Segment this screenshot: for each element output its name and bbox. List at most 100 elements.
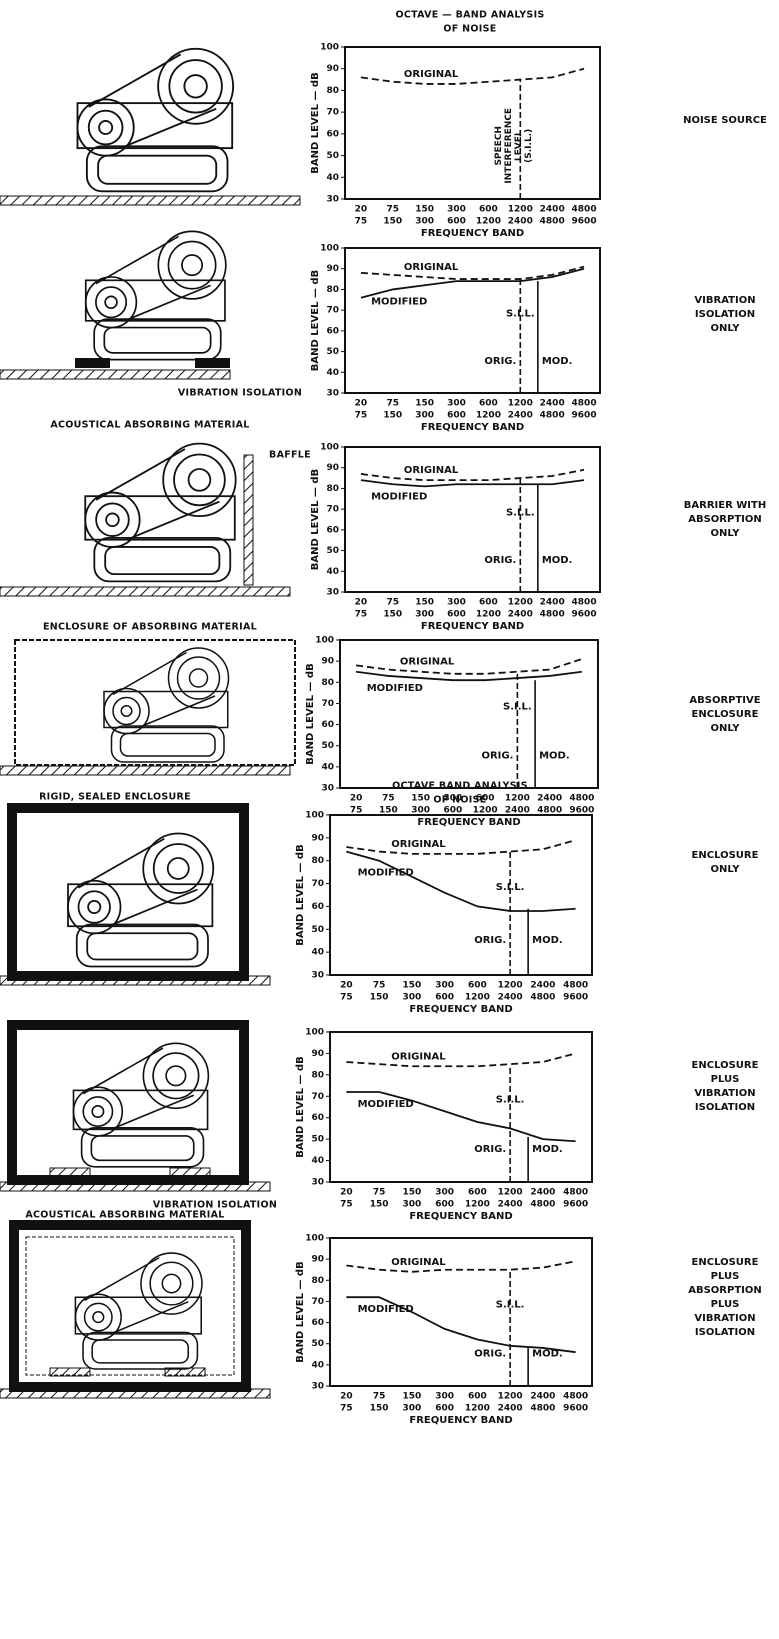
x-tick-label: 2400 xyxy=(498,993,523,1003)
x-tick-label: 150 xyxy=(415,598,434,608)
side-label: ENCLOSURE xyxy=(692,709,759,720)
series-label: MODIFIED xyxy=(358,1304,414,1315)
x-tick-label: 150 xyxy=(383,610,402,620)
series-label: ORIGINAL xyxy=(404,465,459,476)
y-tick-label: 80 xyxy=(311,1070,324,1080)
chart-title: OCTAVE — BAND ANALYSIS xyxy=(395,10,544,21)
plot-frame xyxy=(330,815,592,975)
y-axis-label: BAND LEVEL — dB xyxy=(310,270,321,371)
series-line xyxy=(346,1261,575,1272)
x-tick-label: 1200 xyxy=(476,217,501,227)
y-tick-label: 80 xyxy=(311,1276,324,1286)
y-tick-label: 80 xyxy=(326,285,339,295)
y-tick-label: 30 xyxy=(311,971,324,981)
sil-label: S.I.L. xyxy=(496,1095,525,1106)
x-axis-label: FREQUENCY BAND xyxy=(421,621,524,632)
isolator xyxy=(50,1368,90,1376)
x-tick-label: 150 xyxy=(383,217,402,227)
caption: ENCLOSURE OF ABSORBING MATERIAL xyxy=(43,622,257,633)
x-tick-label: 4800 xyxy=(530,1404,555,1414)
x-tick-label: 150 xyxy=(415,399,434,409)
x-tick-label: 1200 xyxy=(465,1200,490,1210)
machine xyxy=(78,49,234,192)
y-tick-label: 50 xyxy=(326,347,339,357)
y-axis-label: BAND LEVEL — dB xyxy=(295,844,306,945)
y-tick-label: 100 xyxy=(320,43,339,53)
x-tick-label: 20 xyxy=(340,981,353,991)
sil-label: S.I.L. xyxy=(496,1300,525,1311)
x-tick-label: 2400 xyxy=(508,411,533,421)
x-tick-label: 2400 xyxy=(498,1200,523,1210)
x-tick-label: 4800 xyxy=(569,794,594,804)
series-label: ORIGINAL xyxy=(391,1051,446,1062)
x-tick-label: 75 xyxy=(340,993,353,1003)
y-tick-label: 40 xyxy=(326,567,339,577)
mod-label: MOD. xyxy=(542,555,573,566)
mod-label: MOD. xyxy=(532,1144,563,1155)
x-tick-label: 9600 xyxy=(563,1404,588,1414)
isolator xyxy=(50,1168,90,1176)
baffle xyxy=(244,455,253,585)
isolator xyxy=(75,358,110,368)
side-label: NOISE SOURCE xyxy=(683,115,767,126)
x-tick-label: 20 xyxy=(355,205,368,215)
mod-label: MOD. xyxy=(542,356,573,367)
y-tick-label: 90 xyxy=(326,64,339,74)
caption: VIBRATION ISOLATION xyxy=(178,388,302,399)
y-tick-label: 30 xyxy=(321,784,334,794)
x-tick-label: 300 xyxy=(435,1392,454,1402)
x-tick-label: 2400 xyxy=(530,1188,555,1198)
sealed-enclosure xyxy=(12,1025,244,1180)
machine xyxy=(74,1043,209,1167)
series-label: MODIFIED xyxy=(358,868,414,879)
series-label: ORIGINAL xyxy=(404,262,459,273)
x-tick-label: 2400 xyxy=(508,610,533,620)
isolator xyxy=(165,1368,205,1376)
x-tick-label: 9600 xyxy=(563,993,588,1003)
y-tick-label: 60 xyxy=(326,326,339,336)
floor xyxy=(0,196,300,205)
side-label: PLUS xyxy=(711,1271,740,1282)
x-tick-label: 150 xyxy=(415,205,434,215)
y-axis-label: BAND LEVEL — dB xyxy=(310,72,321,173)
side-label: PLUS xyxy=(711,1074,740,1085)
x-axis-label: FREQUENCY BAND xyxy=(421,422,524,433)
y-tick-label: 40 xyxy=(321,762,334,772)
series-line xyxy=(346,840,575,854)
floor xyxy=(0,370,230,379)
side-label: ISOLATION xyxy=(695,309,755,320)
mod-label: MOD. xyxy=(532,1348,563,1359)
caption: RIGID, SEALED ENCLOSURE xyxy=(39,792,191,803)
machine xyxy=(86,231,226,359)
y-tick-label: 40 xyxy=(326,173,339,183)
side-label: ABSORPTIVE xyxy=(689,695,760,706)
x-tick-label: 600 xyxy=(479,598,498,608)
x-tick-label: 2400 xyxy=(540,598,565,608)
side-label: ENCLOSURE xyxy=(692,850,759,861)
y-tick-label: 60 xyxy=(326,129,339,139)
x-axis-label: FREQUENCY BAND xyxy=(417,817,520,828)
y-tick-label: 50 xyxy=(311,925,324,935)
sil-label: S.I.L. xyxy=(506,507,535,518)
side-label: VIBRATION xyxy=(694,295,755,306)
x-tick-label: 75 xyxy=(373,1392,386,1402)
y-tick-label: 70 xyxy=(311,879,324,889)
x-tick-label: 1200 xyxy=(476,610,501,620)
x-tick-label: 75 xyxy=(387,598,400,608)
x-tick-label: 75 xyxy=(373,981,386,991)
x-tick-label: 1200 xyxy=(505,794,530,804)
x-tick-label: 1200 xyxy=(476,411,501,421)
side-label: ONLY xyxy=(711,864,741,875)
x-axis-label: FREQUENCY BAND xyxy=(409,1004,512,1015)
x-tick-label: 300 xyxy=(443,794,462,804)
sil-label: S.I.L. xyxy=(506,308,535,319)
y-axis-label: BAND LEVEL — dB xyxy=(310,469,321,570)
x-tick-label: 600 xyxy=(435,1404,454,1414)
caption: ACOUSTICAL ABSORBING MATERIAL xyxy=(25,1210,224,1221)
x-tick-label: 300 xyxy=(447,598,466,608)
y-tick-label: 70 xyxy=(321,699,334,709)
plot-frame xyxy=(345,447,600,592)
y-tick-label: 80 xyxy=(326,86,339,96)
floor xyxy=(0,1389,270,1398)
y-tick-label: 40 xyxy=(311,948,324,958)
